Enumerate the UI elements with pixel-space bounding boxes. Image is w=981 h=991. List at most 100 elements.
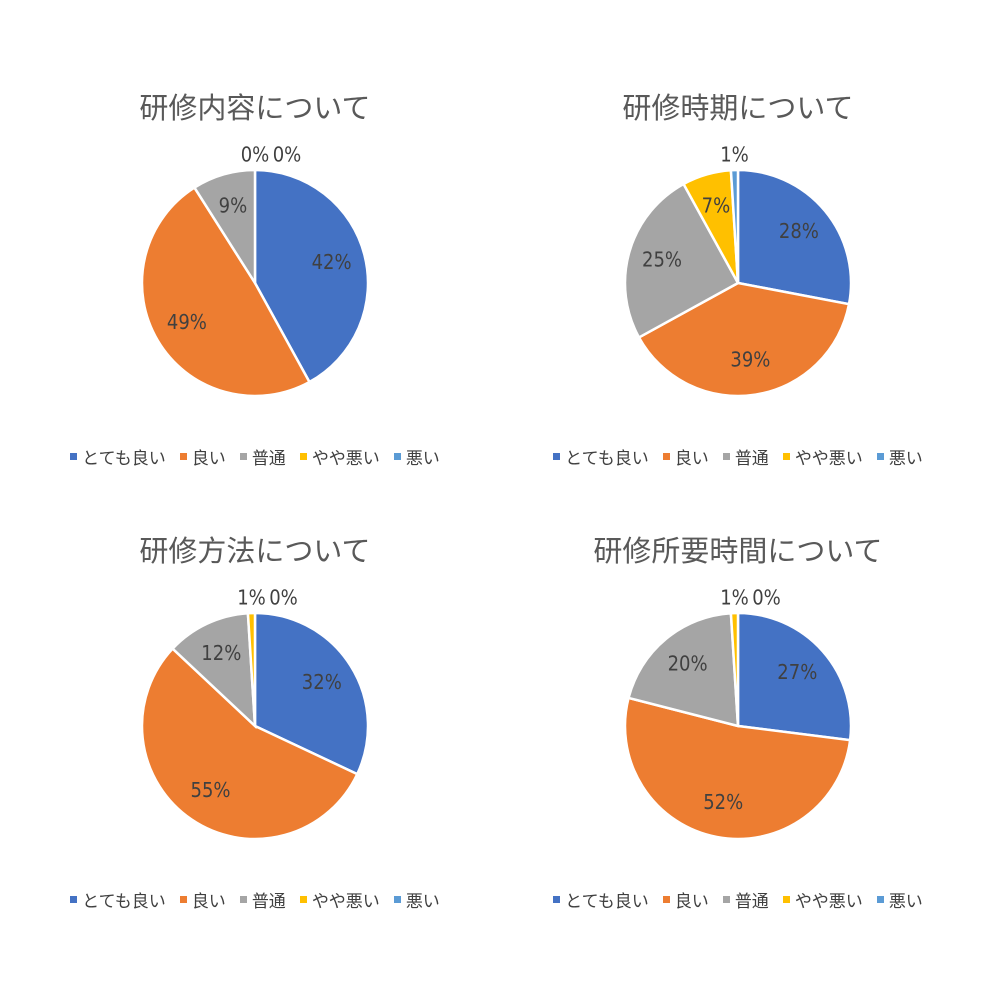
legend-swatch xyxy=(179,896,187,903)
pie-slice-3 xyxy=(623,182,740,340)
legend-item-3: 普通 xyxy=(239,444,286,469)
legend-label: とても良い xyxy=(82,449,166,469)
pie-slice-2 xyxy=(623,696,852,841)
legend-swatch xyxy=(239,453,247,460)
legend-item-4: やや悪い xyxy=(299,887,380,912)
legend-label: やや悪い xyxy=(794,449,863,469)
data-label-3: 20% xyxy=(668,652,708,676)
legend-swatch xyxy=(299,453,307,460)
data-label-1: 32% xyxy=(302,670,342,694)
legend-swatch xyxy=(553,896,561,903)
legend: とても良い 良い 普通 やや悪い 悪い xyxy=(493,887,981,912)
data-label-2: 39% xyxy=(730,348,770,372)
legend-swatch xyxy=(722,896,730,903)
legend-item-2: 良い xyxy=(662,887,709,912)
legend-swatch xyxy=(782,453,790,460)
legend: とても良い 良い 普通 やや悪い 悪い xyxy=(493,444,981,469)
legend-item-2: 良い xyxy=(179,887,226,912)
legend-item-5: 悪い xyxy=(876,444,923,469)
data-label-1: 42% xyxy=(312,250,352,274)
chart-panel-1: 研修内容について 42% 49% 9% 0% 0% とても良い 良い 普通 やや悪い 悪い xyxy=(10,88,500,548)
data-label-4: 7% xyxy=(702,194,731,218)
legend-swatch xyxy=(179,453,187,460)
legend-label: 良い xyxy=(674,892,709,912)
legend-item-4: やや悪い xyxy=(299,444,380,469)
pie-slice-5 xyxy=(729,168,740,284)
data-label-4: 1% xyxy=(720,586,749,610)
legend-swatch xyxy=(239,896,247,903)
data-label-1: 27% xyxy=(777,660,817,684)
legend-label: やや悪い xyxy=(794,892,863,912)
legend-label: やや悪い xyxy=(311,892,380,912)
legend-label: とても良い xyxy=(82,892,166,912)
data-label-3: 12% xyxy=(201,641,241,665)
legend-item-5: 悪い xyxy=(876,887,923,912)
pie-chart: 27% 52% 20% 1% 0% xyxy=(623,586,853,841)
legend-swatch xyxy=(782,896,790,903)
pie-slice-4 xyxy=(729,611,740,727)
legend-swatch xyxy=(722,453,730,460)
legend-swatch xyxy=(876,453,884,460)
legend-label: 悪い xyxy=(888,892,923,912)
pie-chart: 28% 39% 25% 7% 1% xyxy=(623,143,853,398)
data-label-5: 0% xyxy=(273,143,302,167)
pie-slice-2 xyxy=(140,646,359,841)
data-label-2: 49% xyxy=(167,310,207,334)
data-label-3: 9% xyxy=(219,194,248,218)
pie-slice-1 xyxy=(736,168,853,306)
legend-item-1: とても良い xyxy=(70,444,166,469)
pie-slice-1 xyxy=(253,611,370,776)
data-label-4: 1% xyxy=(237,586,266,610)
legend-label: 普通 xyxy=(251,449,286,469)
legend: とても良い 良い 普通 やや悪い 悪い xyxy=(10,887,500,912)
legend-swatch xyxy=(393,453,401,460)
legend-item-5: 悪い xyxy=(393,444,440,469)
legend-label: 普通 xyxy=(734,892,769,912)
legend-item-1: とても良い xyxy=(553,444,649,469)
legend-label: 悪い xyxy=(405,449,440,469)
chart-panel-3: 研修方法について 32% 55% 12% 1% 0% とても良い 良い 普通 やや悪い 悪い xyxy=(10,531,500,991)
legend-label: 良い xyxy=(191,449,226,469)
chart-panel-4: 研修所要時間について 27% 52% 20% 1% 0% とても良い 良い 普通 やや悪い 悪い xyxy=(493,531,981,991)
pie-slice-1 xyxy=(736,611,853,742)
legend-label: 悪い xyxy=(405,892,440,912)
legend-swatch xyxy=(662,896,670,903)
chart-panel-2: 研修時期について 28% 39% 25% 7% 1% とても良い 良い 普通 やや悪い 悪い xyxy=(493,88,981,548)
legend-label: とても良い xyxy=(565,449,649,469)
legend-label: 悪い xyxy=(888,449,923,469)
data-label-2: 52% xyxy=(703,790,743,814)
data-label-4: 0% xyxy=(241,143,270,167)
legend-swatch xyxy=(70,453,78,460)
chart-title: 研修所要時間について xyxy=(593,534,883,568)
legend-swatch xyxy=(876,896,884,903)
legend-item-1: とても良い xyxy=(553,887,649,912)
pie-chart: 42% 49% 9% 0% 0% xyxy=(140,143,370,398)
pie-chart: 32% 55% 12% 1% 0% xyxy=(140,586,370,841)
chart-title: 研修内容について xyxy=(139,91,371,125)
chart-title: 研修時期について xyxy=(622,91,854,125)
legend-label: 良い xyxy=(674,449,709,469)
legend-swatch xyxy=(299,896,307,903)
pie-slice-2 xyxy=(140,185,312,398)
legend-swatch xyxy=(70,896,78,903)
legend-label: とても良い xyxy=(565,892,649,912)
data-label-5: 1% xyxy=(720,143,749,167)
pie-slice-1 xyxy=(253,168,370,384)
legend-item-1: とても良い xyxy=(70,887,166,912)
data-label-2: 55% xyxy=(191,778,231,802)
data-label-1: 28% xyxy=(779,219,819,243)
legend-item-3: 普通 xyxy=(239,887,286,912)
data-label-5: 0% xyxy=(269,586,298,610)
legend-label: やや悪い xyxy=(311,449,380,469)
legend-swatch xyxy=(553,453,561,460)
legend-item-2: 良い xyxy=(179,444,226,469)
legend-label: 良い xyxy=(191,892,226,912)
legend-swatch xyxy=(393,896,401,903)
pie-slice-3 xyxy=(170,611,257,730)
pie-slice-4 xyxy=(246,611,257,727)
legend-swatch xyxy=(662,453,670,460)
legend-item-2: 良い xyxy=(662,444,709,469)
pie-slice-3 xyxy=(627,611,740,728)
legend-label: 普通 xyxy=(251,892,286,912)
legend-item-3: 普通 xyxy=(722,887,769,912)
